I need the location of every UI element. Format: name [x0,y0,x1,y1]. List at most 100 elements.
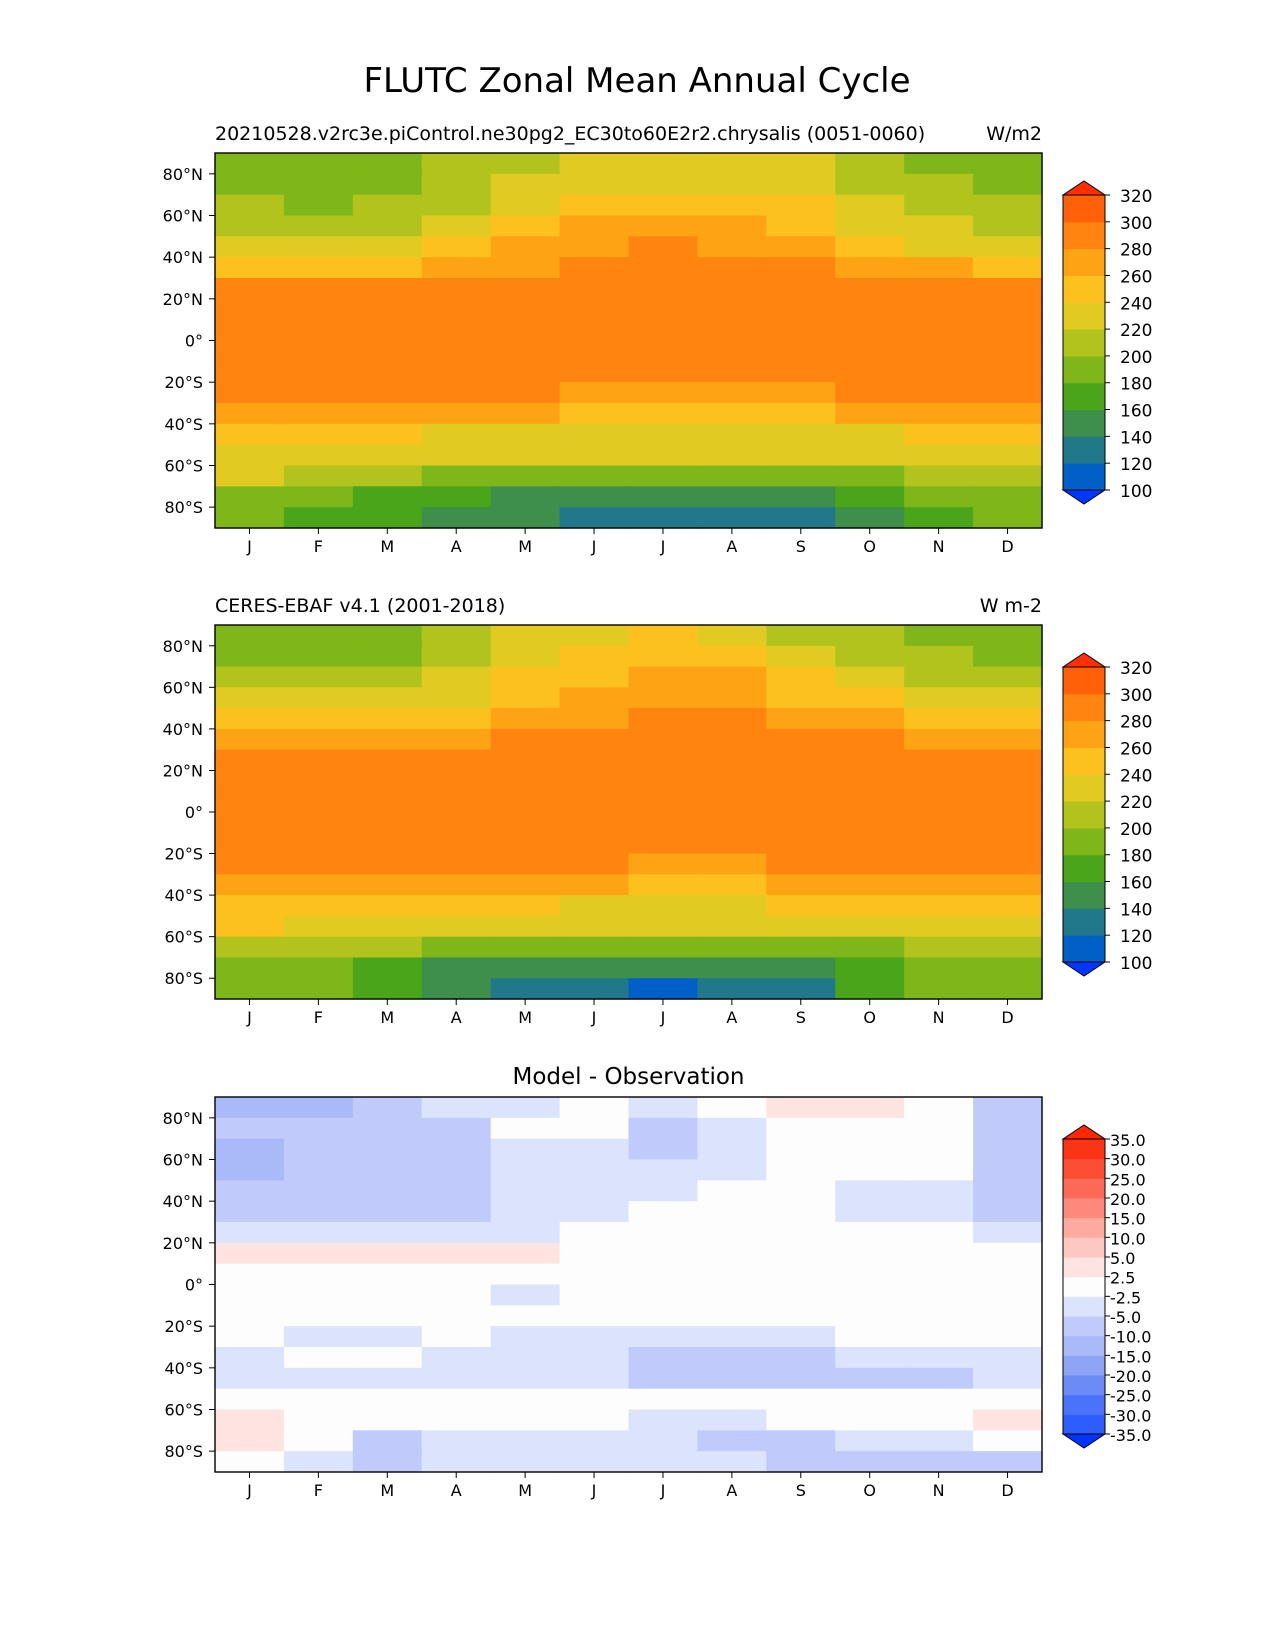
x-tick-label: M [518,537,532,556]
heatmap-cell [352,645,423,668]
heatmap-cell [766,791,836,813]
heatmap-cell [283,936,354,959]
heatmap-cell [559,1367,630,1390]
heatmap-cell [559,666,630,688]
heatmap-cell [628,936,699,959]
heatmap-cell [766,319,836,342]
heatmap-cell [352,382,423,404]
heatmap-cell [559,507,630,529]
colorbar-tick-label: 200 [1120,348,1152,368]
heatmap-cell [697,1409,767,1431]
colorbar-segment [1063,881,1105,909]
heatmap-cell [697,915,767,938]
colorbar-tick-label: 5.0 [1110,1249,1135,1268]
colorbar-segment [1063,221,1105,250]
heatmap-cell [283,853,354,875]
heatmap-cell [421,1326,492,1348]
heatmap-cell [490,1367,561,1390]
heatmap-cell [490,215,561,237]
heatmap-cell [490,728,561,751]
heatmap-cell [835,812,905,834]
heatmap-cell [904,1222,974,1244]
heatmap-cell [835,1284,905,1306]
heatmap-cell [766,749,836,772]
heatmap-cell [490,1242,561,1265]
heatmap-cell [904,298,974,321]
colorbar: 320 300 280 260 240 220 200 180 160 140 120 100 [1061,180,1152,505]
heatmap-cell [973,915,1043,938]
heatmap-cell [421,507,492,529]
heatmap-cell [835,486,905,508]
heatmap-cell [904,978,974,1000]
heatmap-cell [559,444,630,467]
heatmap-cell [697,298,767,321]
panel-title: CERES-EBAF v4.1 (2001-2018) [215,595,505,617]
heatmap-cell [421,1284,492,1306]
heatmap-cell [766,444,836,467]
heatmap-cell [697,423,767,446]
heatmap-cell [628,1117,699,1140]
heatmap-cell [421,791,492,813]
y-tick-label: 80°S [164,969,203,988]
colorbar-segment [1063,720,1105,748]
heatmap-cell [215,298,285,321]
heatmap-cell [766,645,836,668]
colorbar-segment [1063,1335,1105,1356]
heatmap-cell [559,1222,630,1244]
heatmap-cell [904,853,974,875]
heatmap-cell [904,1451,974,1473]
y-tick-label: 60°S [164,928,203,947]
heatmap-cell [559,257,630,279]
x-tick-label: J [591,1008,597,1027]
heatmap-cell [904,236,974,258]
y-tick-label: 0° [185,1276,203,1295]
colorbar-tick-label: 100 [1120,482,1152,502]
heatmap-cell [973,361,1043,383]
heatmap-cell [215,278,285,300]
heatmap-cell [766,728,836,751]
heatmap-cell [697,812,767,834]
y-tick-label: 60°N [163,678,203,697]
heatmap-cell [559,832,630,855]
heatmap-cell [835,645,905,668]
colorbar-tick-label: 100 [1120,954,1152,974]
heatmap-cell [283,749,354,772]
heatmap-cell [766,1326,836,1348]
heatmap-cell [352,215,423,237]
heatmap-cell [973,1451,1043,1473]
heatmap-cell [283,666,354,688]
heatmap-cell [904,915,974,938]
heatmap-cell [628,486,699,508]
y-tick-label: 60°S [164,457,203,476]
heatmap-cell [421,423,492,446]
colorbar-segment [1063,747,1105,775]
y-tick-label: 20°N [163,290,203,309]
heatmap-cell [559,278,630,300]
heatmap-cell [835,915,905,938]
x-tick-label: A [726,1481,737,1500]
x-tick-label: S [796,1008,806,1027]
y-tick-label: 20°N [163,761,203,780]
heatmap-cell [352,1138,423,1161]
colorbar-tick-label: 280 [1120,713,1152,733]
heatmap-cell [766,625,836,647]
heatmap-cell [697,1201,767,1223]
heatmap-cell [283,486,354,508]
heatmap-cell [835,1180,905,1202]
heatmap-cell [215,423,285,446]
heatmap-cell [697,1180,767,1202]
heatmap-cell [421,874,492,896]
heatmap-cell [766,978,836,1000]
heatmap-cell [421,1451,492,1473]
heatmap-cell [283,340,354,362]
heatmap-cell [352,957,423,979]
heatmap-cell [559,361,630,383]
heatmap-cell [559,236,630,258]
heatmap-cell [628,298,699,321]
heatmap-cell [973,832,1043,855]
heatmap-cell [766,423,836,446]
heatmap-cell [352,936,423,959]
heatmap-cell [559,173,630,196]
heatmap-cell [628,403,699,425]
heatmap-cell [766,403,836,425]
